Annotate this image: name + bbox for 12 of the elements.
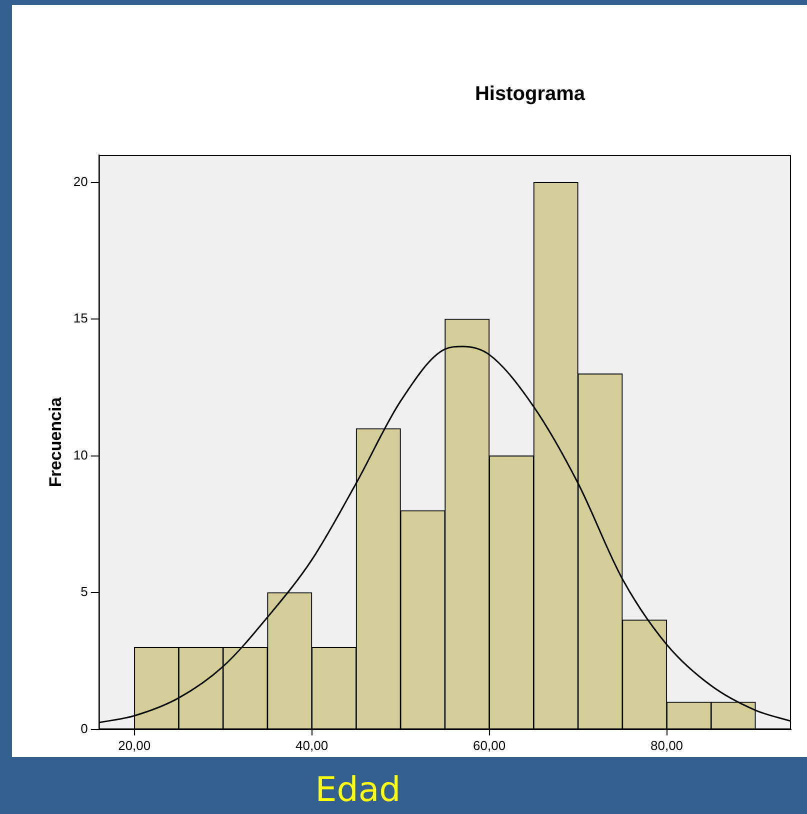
chart-title: Histograma xyxy=(474,83,586,106)
x-tick-label: 80,00 xyxy=(650,738,684,753)
y-axis-title: Frecuencia xyxy=(46,396,65,488)
y-tick-label: 10 xyxy=(73,447,88,462)
x-axis-title: Edad xyxy=(314,770,402,810)
x-tick-label: 60,00 xyxy=(473,738,506,753)
y-tick-label: 15 xyxy=(73,310,88,326)
x-tick-label: 40,00 xyxy=(296,738,328,753)
y-tick-label: 0 xyxy=(80,720,88,736)
x-tick-label: 20,00 xyxy=(118,738,151,753)
y-tick-label: 5 xyxy=(80,584,88,600)
y-tick-label: 20 xyxy=(73,174,88,189)
